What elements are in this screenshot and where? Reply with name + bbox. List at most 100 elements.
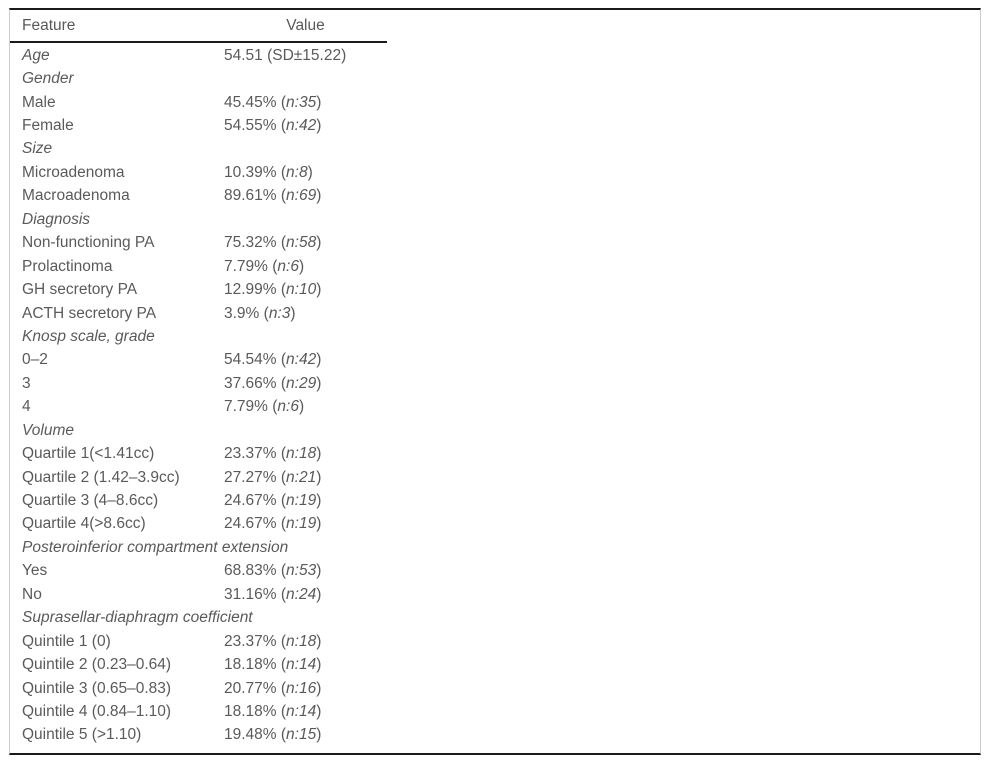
sample-size: n:18 [286,632,317,650]
feature-label: Quartile 4(>8.6cc) [22,515,146,533]
table-row: Microadenoma 10.39% (n:8) [10,161,980,184]
feature-label: Quintile 4 (0.84–1.10) [22,702,172,720]
sample-size: n:19 [286,492,317,510]
value-cell: 24.67% (n:19) [224,515,322,533]
value-cell: 3.9% (n:3) [224,304,296,322]
feature-label: No [22,585,42,603]
table-row: Macroadenoma 89.61% (n:69) [10,185,980,208]
feature-label: Age [22,46,50,64]
table-row: Quintile 4 (0.84–1.10) 18.18% (n:14) [10,700,980,723]
value-cell: 54.51 (SD±15.22) [224,46,347,64]
feature-label: Quintile 5 (>1.10) [22,726,142,744]
feature-label: Posteroinferior compartment extension [22,538,289,556]
feature-label: 3 [22,374,31,392]
feature-label: ACTH secretory PA [22,304,157,322]
table-row: Size [10,138,980,161]
value-cell: 45.45% (n:35) [224,93,322,111]
sample-size: n:69 [286,187,317,205]
value-cell: 20.77% (n:16) [224,679,322,697]
value-cell: 27.27% (n:21) [224,468,322,486]
table-row: Yes 68.83% (n:53) [10,560,980,583]
sample-size: n:6 [277,257,299,275]
feature-label: Male [22,93,56,111]
table-row: GH secretory PA 12.99% (n:10) [10,278,980,301]
value-cell: 54.55% (n:42) [224,117,322,135]
feature-label: Volume [22,421,74,439]
table-row: Quartile 1(<1.41cc) 23.37% (n:18) [10,442,980,465]
sample-size: n:8 [286,163,308,181]
value-cell: 89.61% (n:69) [224,187,322,205]
table-row: Quintile 1 (0) 23.37% (n:18) [10,630,980,653]
feature-label: 4 [22,398,31,416]
feature-label: Quartile 2 (1.42–3.9cc) [22,468,180,486]
sample-size: n:6 [277,398,299,416]
sample-size: n:21 [286,468,317,486]
sample-size: n:3 [268,304,291,322]
value-cell: 18.18% (n:14) [224,656,322,674]
sample-size: n:42 [286,351,317,369]
sample-size: n:29 [286,374,317,392]
value-cell: 18.18% (n:14) [224,702,322,720]
table-row: Posteroinferior compartment extension [10,536,980,559]
feature-label: Knosp scale, grade [22,327,155,345]
table-body: Age 54.51 (SD±15.22) Gender Male 45.45% (n:3… [10,43,980,747]
table-row: 0–2 54.54% (n:42) [10,349,980,372]
feature-label: Quartile 1(<1.41cc) [22,445,155,463]
table-row: Male 45.45% (n:35) [10,91,980,114]
table-row: 3 37.66% (n:29) [10,372,980,395]
value-cell: 75.32% (n:58) [224,234,322,252]
table-row: Gender [10,67,980,90]
sample-size: n:18 [286,445,317,463]
sample-size: n:15 [286,726,317,744]
feature-label: Macroadenoma [22,187,130,205]
table-row: Non-functioning PA 75.32% (n:58) [10,232,980,255]
feature-label: Prolactinoma [22,257,113,275]
feature-label: GH secretory PA [22,281,138,299]
value-cell: 7.79% (n:6) [224,398,305,416]
sample-size: n:53 [286,562,317,580]
table-row: Quintile 3 (0.65–0.83) 20.77% (n:16) [10,677,980,700]
value-cell: 31.16% (n:24) [224,585,322,603]
table-row: Quintile 2 (0.23–0.64) 18.18% (n:14) [10,653,980,676]
value-cell: 68.83% (n:53) [224,562,322,580]
table-row: No 31.16% (n:24) [10,583,980,606]
value-cell: 19.48% (n:15) [224,726,322,744]
value-cell: 23.37% (n:18) [224,632,322,650]
table-row: Female 54.55% (n:42) [10,114,980,137]
feature-label: Yes [22,562,48,580]
value-cell: 23.37% (n:18) [224,445,322,463]
feature-label: 0–2 [22,351,48,369]
feature-label: Gender [22,70,74,88]
feature-label: Quintile 3 (0.65–0.83) [22,679,172,697]
feature-label: Size [22,140,53,158]
table-row: Suprasellar-diaphragm coefficient [10,607,980,630]
feature-label: Diagnosis [22,210,91,228]
sample-size: n:16 [286,679,317,697]
feature-label: Non-functioning PA [22,234,155,252]
feature-label: Suprasellar-diaphragm coefficient [22,609,253,627]
sample-size: n:19 [286,515,317,533]
value-cell: 12.99% (n:10) [224,281,322,299]
column-header-feature: Feature [22,16,76,34]
table-row: Quintile 5 (>1.10) 19.48% (n:15) [10,724,980,747]
feature-label: Quintile 1 (0) [22,632,111,650]
sample-size: n:58 [286,234,317,252]
table-row: Quartile 4(>8.6cc) 24.67% (n:19) [10,513,980,536]
sample-size: n:35 [286,93,317,111]
sample-size: n:42 [286,117,317,135]
table-figure-frame: Feature Value Age 54.51 (SD±15.22) Gender M… [9,8,981,755]
table-row: Knosp scale, grade [10,325,980,348]
sample-size: n:10 [286,281,317,299]
sample-size: n:24 [286,585,317,603]
table-row: 4 7.79% (n:6) [10,396,980,419]
feature-label: Microadenoma [22,163,125,181]
table-row: Quartile 2 (1.42–3.9cc) 27.27% (n:21) [10,466,980,489]
value-cell: 37.66% (n:29) [224,374,322,392]
table-row: Quartile 3 (4–8.6cc) 24.67% (n:19) [10,489,980,512]
column-header-value: Value [286,16,325,34]
table-header-row: Feature Value [10,10,387,43]
value-cell: 54.54% (n:42) [224,351,322,369]
value-cell: 7.79% (n:6) [224,257,305,275]
value-cell: 24.67% (n:19) [224,492,322,510]
table-row: ACTH secretory PA 3.9% (n:3) [10,302,980,325]
